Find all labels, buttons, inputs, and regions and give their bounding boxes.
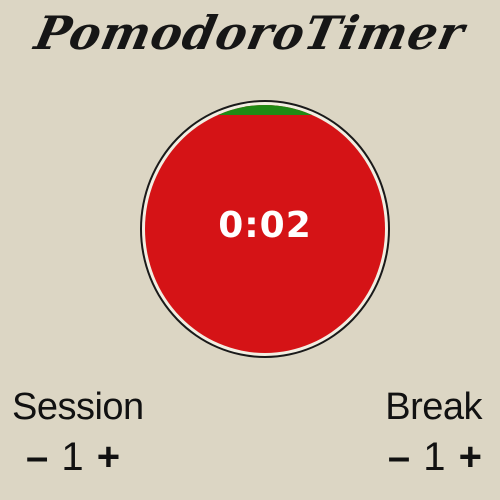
app-title: PomodoroTimer bbox=[30, 6, 470, 60]
session-stepper: – 1 + bbox=[12, 435, 144, 479]
session-length-value: 1 bbox=[61, 435, 84, 479]
session-label: Session bbox=[12, 386, 144, 428]
break-label: Break bbox=[385, 386, 482, 428]
break-control: Break – 1 + bbox=[385, 385, 482, 479]
break-stepper: – 1 + bbox=[385, 435, 482, 479]
break-increment-button[interactable]: + bbox=[458, 435, 482, 479]
elapsed-progress-fill bbox=[145, 105, 385, 115]
break-decrement-button[interactable]: – bbox=[387, 435, 411, 479]
timer-face: 0:02 bbox=[145, 105, 385, 353]
session-decrement-button[interactable]: – bbox=[26, 435, 49, 479]
break-length-value: 1 bbox=[423, 435, 446, 479]
timer-clock[interactable]: 0:02 bbox=[140, 100, 390, 358]
session-control: Session – 1 + bbox=[12, 385, 144, 479]
session-increment-button[interactable]: + bbox=[96, 435, 121, 479]
timer-display: 0:02 bbox=[218, 205, 312, 246]
